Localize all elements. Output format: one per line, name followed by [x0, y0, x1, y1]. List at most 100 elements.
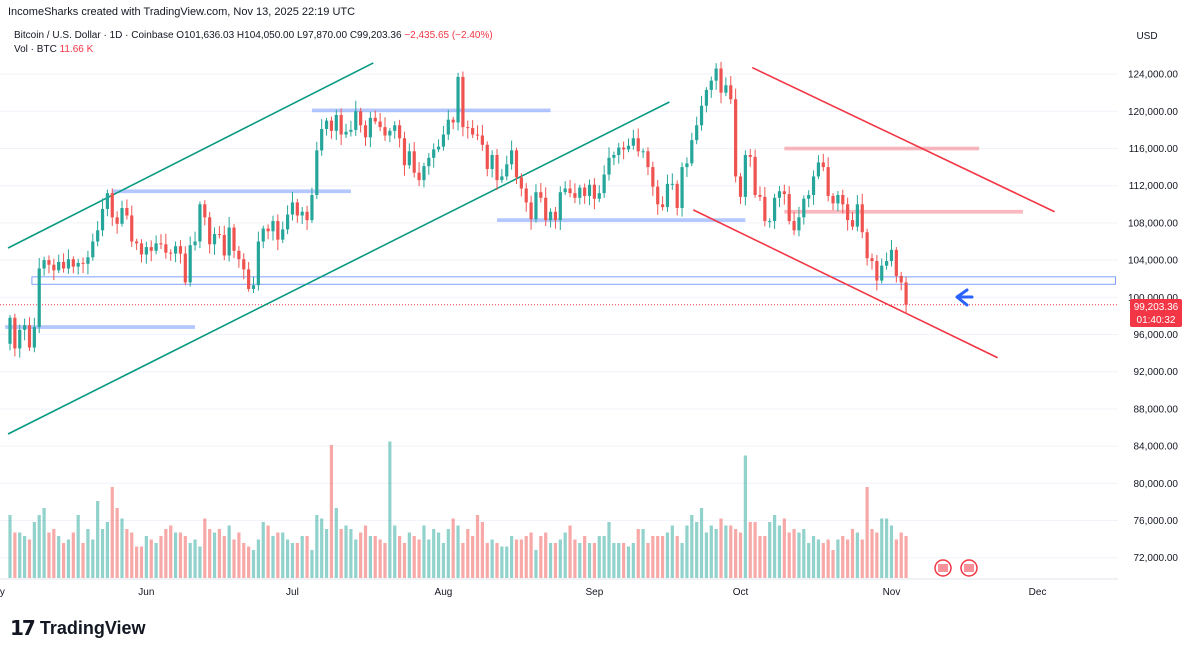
candle-body: [880, 265, 884, 281]
volume-bar: [500, 546, 504, 578]
volume-bar: [850, 529, 855, 578]
candle-body: [875, 261, 879, 281]
candle-body: [349, 129, 353, 132]
candle-body: [899, 275, 903, 283]
candle-body: [850, 220, 855, 227]
volume-bar: [105, 522, 109, 578]
volume-bar: [626, 546, 631, 578]
volume-bar: [602, 536, 606, 578]
candle-body: [198, 204, 202, 242]
x-tick-label: May: [0, 587, 5, 598]
volume-bar: [135, 546, 139, 578]
candle-body: [261, 228, 265, 242]
volume-bar: [271, 536, 275, 578]
volume-bar: [417, 539, 421, 578]
candle-body: [792, 221, 796, 231]
volume-bar: [247, 546, 251, 578]
volume-bar: [13, 532, 17, 578]
time-axis[interactable]: May Jun Jul Aug Sep Oct Nov Dec: [0, 578, 1118, 598]
candle-body: [378, 121, 382, 128]
y-tick-label: 116,000.00: [1129, 144, 1179, 155]
volume-bar: [139, 546, 144, 578]
volume-bar: [573, 539, 577, 578]
volume-bar: [378, 539, 382, 578]
volume-bar: [563, 532, 567, 578]
event-markers[interactable]: [934, 559, 978, 577]
green-channel-lower[interactable]: [7, 101, 670, 435]
price-axis[interactable]: 124,000.00 120,000.00 116,000.00 112,000.00…: [1118, 20, 1179, 579]
volume-bar: [607, 522, 611, 578]
volume-bar: [37, 515, 41, 578]
horizontal-band[interactable]: [31, 276, 1116, 285]
volume-bar: [646, 543, 650, 578]
candle-body: [573, 193, 577, 198]
volume-bar: [475, 515, 480, 578]
candle-body: [441, 134, 446, 147]
tradingview-logo[interactable]: 17 TradingView: [10, 616, 146, 640]
y-tick-label: 96,000.00: [1134, 330, 1179, 341]
legend-open: O101,636.03: [176, 30, 235, 41]
volume-bar: [782, 518, 786, 578]
volume-bar: [539, 536, 543, 578]
resistance-zone[interactable]: [311, 108, 551, 113]
candle-body: [96, 230, 100, 242]
support-zone[interactable]: [5, 325, 196, 329]
resistance-zone[interactable]: [784, 209, 1023, 214]
volume-bar: [42, 508, 46, 578]
volume-bar: [281, 532, 285, 578]
red-channel-upper[interactable]: [751, 66, 1055, 213]
candle-body: [787, 194, 791, 222]
support-zone[interactable]: [497, 218, 746, 222]
x-tick-label: Jun: [138, 587, 154, 598]
candle-body: [607, 157, 611, 175]
volume-bar: [524, 536, 528, 578]
volume-bar: [324, 529, 329, 578]
candle-body: [480, 135, 484, 145]
candle-body: [446, 119, 450, 135]
candle-body: [91, 241, 95, 258]
resistance-zone[interactable]: [784, 146, 980, 151]
candle-body: [76, 262, 80, 267]
volume-bar: [495, 543, 499, 578]
candle-body: [578, 187, 582, 198]
volume-bar: [290, 543, 295, 578]
candle-body: [193, 241, 197, 246]
candle-body: [680, 167, 684, 209]
red-channel-lower[interactable]: [692, 209, 998, 359]
candle-body: [553, 211, 558, 221]
candle-body: [208, 217, 212, 245]
candles: [8, 61, 908, 358]
volume-bar: [597, 536, 601, 578]
volume-bar: [188, 543, 192, 578]
volume-bar: [753, 522, 757, 578]
currency-label: USD: [1136, 31, 1157, 42]
volume-label[interactable]: Vol · BTC: [14, 44, 57, 55]
candle-body: [169, 252, 173, 254]
candle-body: [695, 125, 699, 141]
volume-bar: [47, 532, 51, 578]
candle-body: [159, 243, 163, 245]
candle-body: [626, 145, 631, 150]
candle-body: [768, 221, 772, 223]
candle-body: [587, 184, 592, 196]
volume-bar: [772, 515, 777, 578]
candle-body: [544, 197, 548, 221]
volume-bar: [203, 518, 207, 578]
green-channel-upper[interactable]: [7, 62, 374, 249]
candle-body: [860, 204, 864, 233]
candle-body: [597, 193, 601, 199]
volume-bar: [680, 543, 684, 578]
y-tick-label: 120,000.00: [1128, 107, 1178, 118]
resistance-zone[interactable]: [112, 189, 351, 194]
candle-body: [807, 195, 811, 199]
candle-body: [178, 246, 183, 254]
candle-body: [719, 68, 723, 93]
candle-body: [139, 243, 144, 255]
x-tick-label: Dec: [1029, 587, 1047, 598]
volume-bar: [792, 529, 796, 578]
candle-body: [247, 269, 251, 289]
volume-bar: [227, 525, 231, 578]
symbol-name[interactable]: Bitcoin / U.S. Dollar · 1D · Coinbase: [14, 30, 174, 41]
candle-body: [281, 229, 285, 240]
